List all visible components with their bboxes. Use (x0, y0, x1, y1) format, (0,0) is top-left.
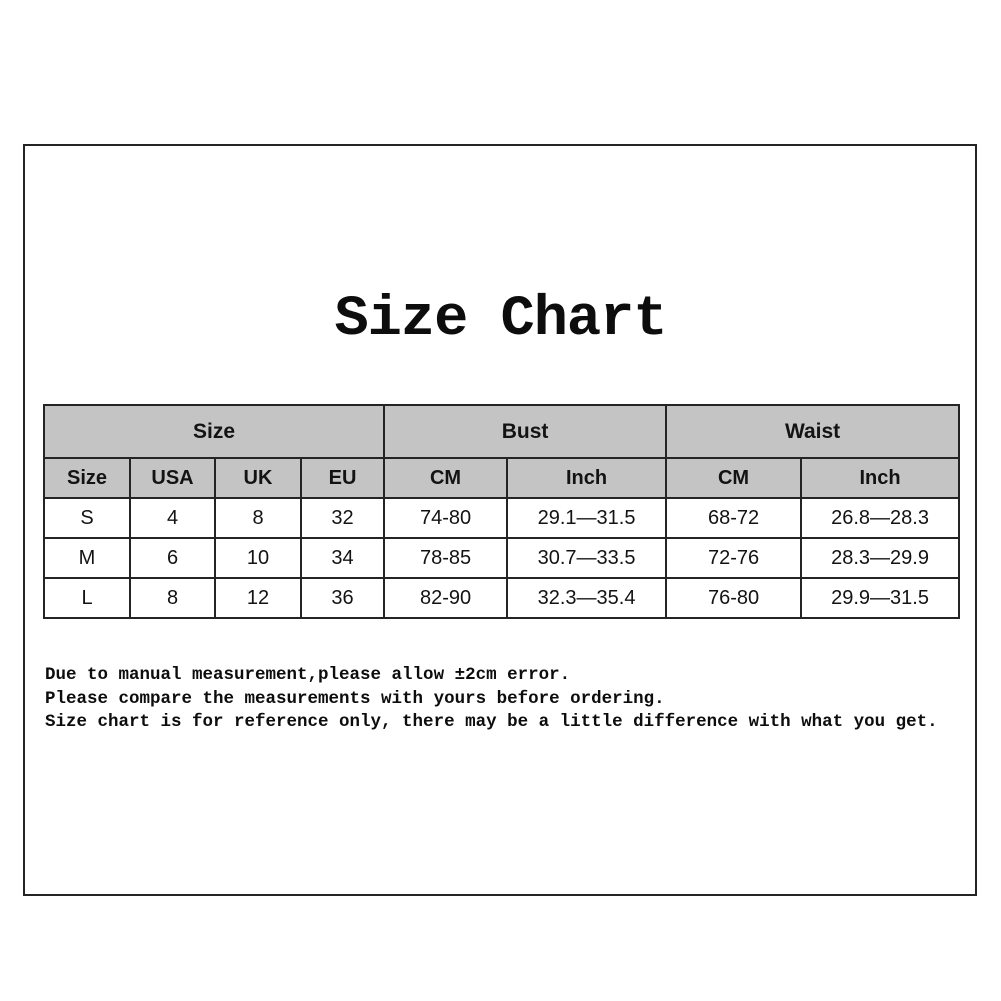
table-row-l: L 8 12 36 82-90 32.3—35.4 76-80 29.9—31.… (43, 577, 961, 619)
table-row-s: S 4 8 32 74-80 29.1—31.5 68-72 26.8—28.3 (43, 497, 961, 539)
cell-waist-cm: 68-72 (665, 497, 803, 539)
cell-uk: 8 (214, 497, 302, 539)
cell-uk: 10 (214, 537, 302, 579)
cell-eu: 34 (299, 537, 386, 579)
cell-size: S (43, 497, 131, 539)
cell-size: M (43, 537, 131, 579)
cell-eu: 36 (299, 577, 386, 619)
group-header-size: Size (42, 404, 386, 459)
note-line: Please compare the measurements with you… (45, 688, 665, 709)
cell-size: L (43, 577, 131, 619)
cell-usa: 6 (129, 537, 216, 579)
size-chart-table: Size Bust Waist Size USA UK EU CM Inch C… (42, 404, 961, 619)
cell-waist-inch: 26.8—28.3 (800, 497, 961, 539)
column-header-usa: USA (129, 457, 216, 499)
column-header-size: Size (43, 457, 131, 499)
group-header-bust: Bust (383, 404, 668, 459)
cell-waist-inch: 28.3—29.9 (800, 537, 961, 579)
cell-eu: 32 (299, 497, 386, 539)
note-line: Due to manual measurement,please allow ±… (45, 665, 571, 685)
cell-bust-cm: 78-85 (383, 537, 509, 579)
cell-waist-inch: 29.9—31.5 (800, 577, 961, 619)
column-header-waist-inch: Inch (800, 457, 961, 499)
table-column-header-row: Size USA UK EU CM Inch CM Inch (43, 457, 961, 499)
column-header-bust-cm: CM (383, 457, 509, 499)
cell-waist-cm: 72-76 (665, 537, 803, 579)
column-header-uk: UK (214, 457, 302, 499)
table-group-header-row: Size Bust Waist (42, 404, 961, 459)
cell-usa: 8 (129, 577, 216, 619)
cell-usa: 4 (129, 497, 216, 539)
cell-bust-cm: 82-90 (383, 577, 509, 619)
column-header-bust-inch: Inch (506, 457, 668, 499)
column-header-waist-cm: CM (665, 457, 803, 499)
image-frame (23, 144, 977, 896)
cell-bust-inch: 29.1—31.5 (506, 497, 668, 539)
page-title: Size Chart (334, 288, 667, 352)
disclaimer-notes: Due to manual measurement,please allow ±… (45, 664, 938, 735)
column-header-eu: EU (299, 457, 386, 499)
cell-bust-inch: 32.3—35.4 (506, 577, 668, 619)
note-line: Size chart is for reference only, there … (45, 712, 938, 732)
cell-waist-cm: 76-80 (665, 577, 803, 619)
cell-bust-inch: 30.7—33.5 (506, 537, 668, 579)
table-row-m: M 6 10 34 78-85 30.7—33.5 72-76 28.3—29.… (43, 537, 961, 579)
cell-uk: 12 (214, 577, 302, 619)
cell-bust-cm: 74-80 (383, 497, 509, 539)
group-header-waist: Waist (665, 404, 961, 459)
